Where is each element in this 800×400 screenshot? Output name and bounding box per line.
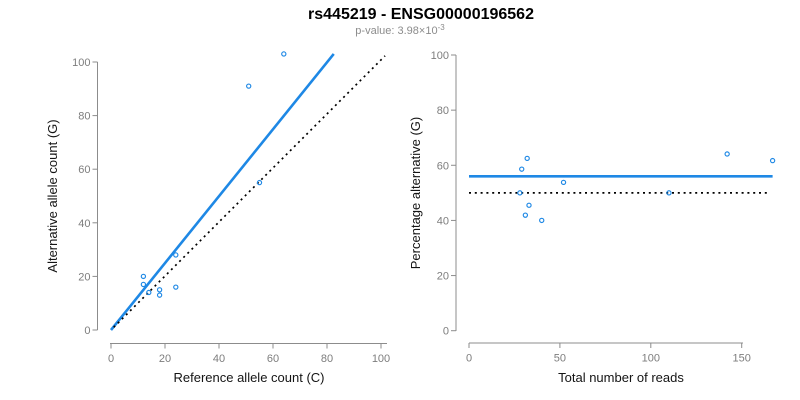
y-tick-label: 40 xyxy=(78,218,90,230)
y-tick-label: 40 xyxy=(437,215,449,227)
x-tick-label: 80 xyxy=(321,353,333,365)
x-tick-label: 50 xyxy=(554,353,566,365)
data-point xyxy=(173,252,179,258)
y-tick-label: 100 xyxy=(72,57,90,69)
data-point xyxy=(522,212,529,218)
data-point xyxy=(256,179,263,186)
x-tick-label: 0 xyxy=(466,353,472,365)
data-point xyxy=(524,155,530,162)
plot-subtitle: p-value: 3.98×10-3 xyxy=(355,23,444,37)
x-tick-label: 20 xyxy=(159,353,171,365)
identity-line xyxy=(113,55,386,328)
x-tick-label: 40 xyxy=(213,353,225,365)
pvalue-exponent: -3 xyxy=(437,23,445,32)
plot-title: rs445219 - ENSG00000196562 xyxy=(308,6,534,23)
data-point xyxy=(173,284,179,290)
y-tick-label: 100 xyxy=(431,50,449,62)
data-point xyxy=(724,151,730,157)
data-point xyxy=(140,273,147,280)
y-tick-label: 60 xyxy=(437,160,449,172)
data-point xyxy=(246,83,252,89)
y-tick-label: 80 xyxy=(78,111,90,123)
left-plot: 0 20 40 60 80 100 0 20 40 60 80 100 Reference allele… xyxy=(45,51,390,385)
y-tick-label: 0 xyxy=(443,326,449,338)
data-point xyxy=(539,217,545,224)
x-axis-title: Total number of reads xyxy=(558,370,684,385)
y-tick-label: 0 xyxy=(84,325,90,337)
data-point xyxy=(519,166,525,172)
right-plot: 0 50 100 150 0 20 40 60 80 100 Total number of rea… xyxy=(408,50,776,385)
pvalue-text: p-value: 3.98×10 xyxy=(355,25,438,37)
y-tick-label: 20 xyxy=(437,271,449,283)
x-tick-label: 100 xyxy=(642,353,660,365)
x-tick-label: 150 xyxy=(733,353,751,365)
data-point xyxy=(156,292,163,298)
data-point xyxy=(769,157,776,164)
x-axis-title: Reference allele count (C) xyxy=(173,370,324,385)
data-point xyxy=(156,287,163,293)
x-tick-label: 100 xyxy=(372,353,390,365)
data-point xyxy=(560,179,567,186)
y-tick-label: 60 xyxy=(78,164,90,176)
x-tick-label: 0 xyxy=(108,353,114,365)
y-tick-label: 20 xyxy=(78,271,90,283)
data-point xyxy=(526,202,532,208)
data-point xyxy=(146,289,152,296)
data-point xyxy=(666,190,672,196)
data-point xyxy=(140,281,147,288)
y-axis-title: Alternative allele count (G) xyxy=(45,119,60,272)
regression-line xyxy=(109,53,335,331)
y-tick-label: 80 xyxy=(437,105,449,117)
y-axis-title: Percentage alternative (G) xyxy=(408,117,423,269)
x-tick-label: 60 xyxy=(267,353,279,365)
data-point xyxy=(281,51,287,57)
data-point xyxy=(517,190,523,196)
